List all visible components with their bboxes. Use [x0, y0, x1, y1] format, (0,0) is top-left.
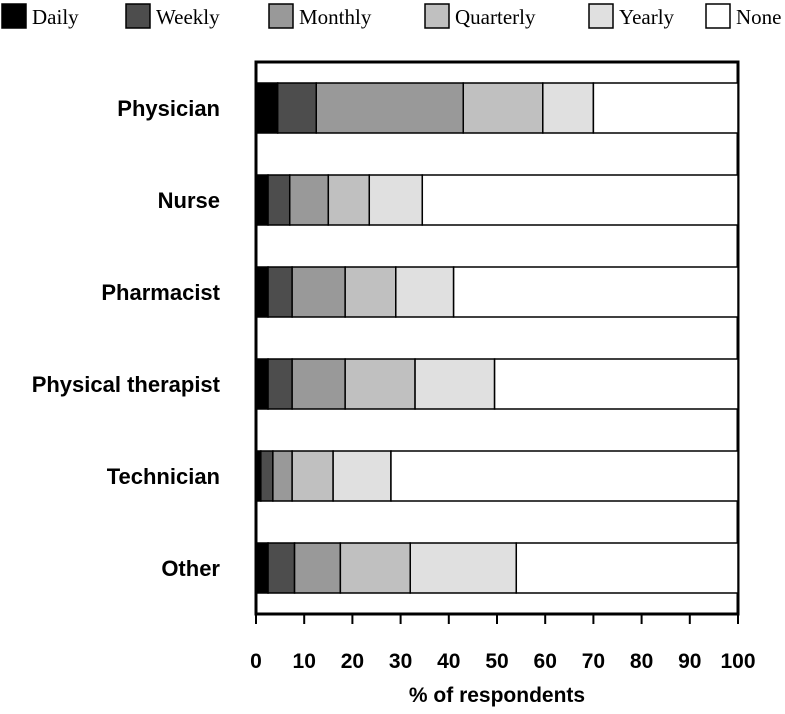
x-tick-label-60: 60 — [534, 650, 557, 673]
bar-segment-other-daily — [255, 542, 269, 594]
x-axis: 0 10 20 30 40 50 60 70 80 90 100 — [250, 614, 756, 673]
category-label-technician: Technician — [107, 464, 220, 489]
bar-segment-nurse-weekly — [267, 174, 291, 226]
plot-area: Physician Nurse Pharmacist Physical therapi… — [32, 60, 756, 673]
bar-segment-physician-daily — [255, 82, 279, 134]
legend-swatch-none — [705, 3, 731, 29]
x-tick-label-0: 0 — [250, 650, 262, 673]
bar-segment-physical-therapist-yearly — [414, 358, 496, 410]
legend-label-yearly: Yearly — [619, 5, 675, 29]
x-tick-label-90: 90 — [678, 650, 701, 673]
category-label-physician: Physician — [117, 96, 220, 121]
bar-segment-pharmacist-daily — [255, 266, 269, 318]
x-tick-label-20: 20 — [341, 650, 364, 673]
category-label-other: Other — [161, 556, 220, 581]
bar-segment-physician-weekly — [276, 82, 318, 134]
bars — [255, 82, 739, 594]
category-label-nurse: Nurse — [158, 188, 220, 213]
bar-segment-physical-therapist-quarterly — [344, 358, 416, 410]
bar-segment-nurse-none — [421, 174, 739, 226]
legend-label-daily: Daily — [32, 5, 79, 29]
bar-segment-pharmacist-yearly — [395, 266, 455, 318]
bar-segment-physician-monthly — [315, 82, 465, 134]
legend-label-monthly: Monthly — [299, 5, 372, 29]
bar-segment-nurse-daily — [255, 174, 269, 226]
x-tick-label-30: 30 — [389, 650, 412, 673]
bar-segment-physician-yearly — [542, 82, 595, 134]
x-tick-label-40: 40 — [437, 650, 460, 673]
legend-swatch-quarterly — [424, 3, 450, 29]
bar-segment-pharmacist-none — [452, 266, 739, 318]
bar-segment-technician-weekly — [260, 450, 274, 502]
legend: Daily Weekly Monthly Quarterly Yearly None — [1, 3, 782, 29]
x-tick-label-50: 50 — [485, 650, 508, 673]
bar-segment-physician-none — [592, 82, 739, 134]
bar-segment-pharmacist-quarterly — [344, 266, 397, 318]
bar-segment-physician-quarterly — [462, 82, 544, 134]
legend-swatch-monthly — [268, 3, 294, 29]
bar-segment-technician-monthly — [272, 450, 293, 502]
bar-segment-physical-therapist-none — [493, 358, 739, 410]
legend-swatch-weekly — [125, 3, 151, 29]
bar-segment-nurse-quarterly — [327, 174, 371, 226]
category-label-pharmacist: Pharmacist — [101, 280, 220, 305]
legend-swatch-yearly — [588, 3, 614, 29]
category-label-physical-therapist: Physical therapist — [32, 372, 221, 397]
bar-segment-pharmacist-weekly — [267, 266, 293, 318]
legend-swatch-daily — [1, 3, 27, 29]
bar-segment-physical-therapist-daily — [255, 358, 269, 410]
bar-segment-other-quarterly — [339, 542, 411, 594]
bar-segment-nurse-yearly — [368, 174, 424, 226]
bar-segment-other-yearly — [409, 542, 518, 594]
legend-label-none: None — [736, 5, 782, 29]
bar-segment-technician-yearly — [332, 450, 392, 502]
category-labels: Physician Nurse Pharmacist Physical therapi… — [32, 96, 221, 581]
bar-segment-physical-therapist-weekly — [267, 358, 293, 410]
bar-segment-technician-quarterly — [291, 450, 334, 502]
x-tick-label-10: 10 — [293, 650, 316, 673]
bar-segment-other-monthly — [293, 542, 342, 594]
legend-label-quarterly: Quarterly — [455, 5, 536, 29]
bar-segment-physical-therapist-monthly — [291, 358, 346, 410]
x-tick-label-80: 80 — [630, 650, 653, 673]
x-axis-title: % of respondents — [409, 684, 585, 707]
x-tick-label-70: 70 — [582, 650, 605, 673]
plot-frame — [254, 60, 740, 616]
x-tick-label-100: 100 — [720, 650, 755, 673]
bar-segment-technician-none — [390, 450, 739, 502]
bar-segment-other-weekly — [267, 542, 296, 594]
bar-segment-nurse-monthly — [288, 174, 330, 226]
legend-label-weekly: Weekly — [156, 5, 220, 29]
bar-segment-other-none — [515, 542, 739, 594]
bar-segment-pharmacist-monthly — [291, 266, 346, 318]
